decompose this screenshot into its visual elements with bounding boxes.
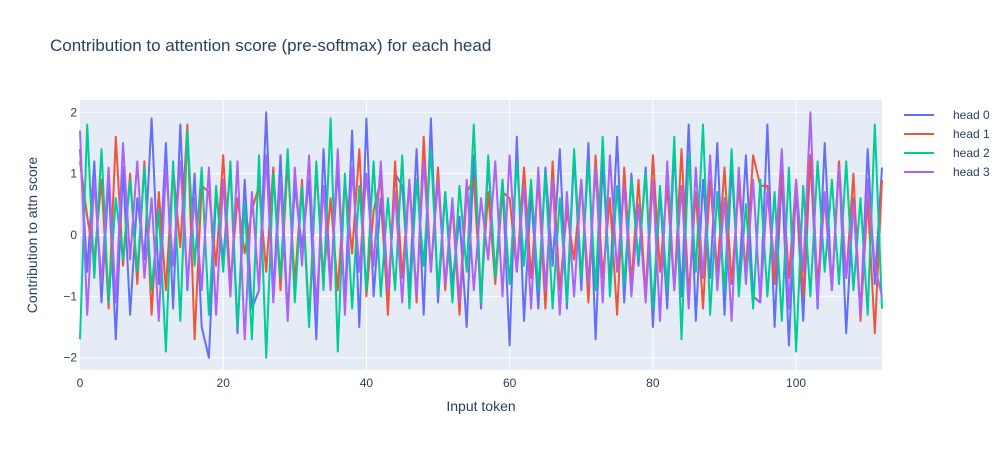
y-tick-label: 1	[70, 167, 77, 181]
legend-label: head 0	[953, 108, 990, 122]
x-tick-label: 40	[360, 376, 374, 390]
y-tick-label: 2	[70, 105, 77, 119]
series-layer	[79, 111, 883, 359]
y-axis-title: Contribution to attn score	[24, 157, 40, 314]
legend-item-head-2[interactable]: head 2	[904, 146, 990, 160]
x-axis-ticks: 0 20 40 60 80 100	[77, 376, 807, 390]
x-tick-label: 60	[503, 376, 517, 390]
legend-item-head-3[interactable]: head 3	[904, 165, 990, 179]
x-tick-label: 100	[786, 376, 806, 390]
x-tick-label: 0	[77, 376, 84, 390]
series-line-head-3	[79, 111, 883, 341]
x-tick-label: 20	[217, 376, 231, 390]
legend-item-head-1[interactable]: head 1	[904, 127, 990, 141]
x-axis-title: Input token	[446, 398, 515, 414]
legend-label: head 2	[953, 146, 990, 160]
x-tick-label: 80	[646, 376, 660, 390]
legend-label: head 3	[953, 165, 990, 179]
y-tick-label: −2	[63, 351, 77, 365]
chart-title: Contribution to attention score (pre-sof…	[50, 36, 491, 55]
legend-label: head 1	[953, 127, 990, 141]
y-tick-label: −1	[63, 289, 77, 303]
y-tick-label: 0	[70, 228, 77, 242]
legend[interactable]: head 0 head 1 head 2 head 3	[904, 108, 990, 179]
y-axis-ticks: −2 −1 0 1 2	[63, 105, 77, 364]
legend-item-head-0[interactable]: head 0	[904, 108, 990, 122]
